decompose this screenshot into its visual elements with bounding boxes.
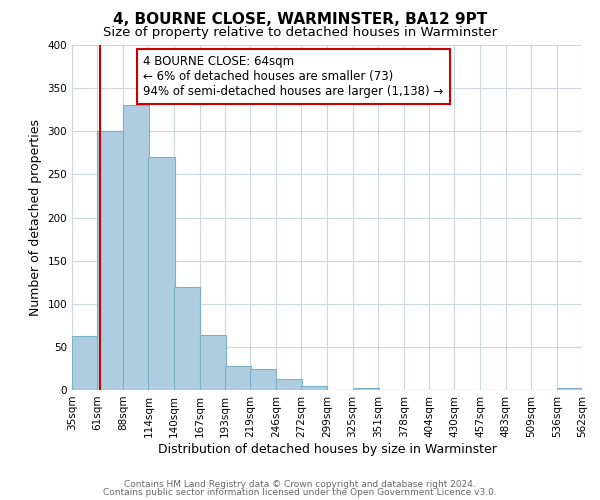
Text: Size of property relative to detached houses in Warminster: Size of property relative to detached ho… — [103, 26, 497, 39]
Bar — [225, 366, 251, 390]
Y-axis label: Number of detached properties: Number of detached properties — [29, 119, 42, 316]
Text: Contains public sector information licensed under the Open Government Licence v3: Contains public sector information licen… — [103, 488, 497, 497]
Text: 4, BOURNE CLOSE, WARMINSTER, BA12 9PT: 4, BOURNE CLOSE, WARMINSTER, BA12 9PT — [113, 12, 487, 28]
Bar — [72, 336, 98, 390]
Bar — [148, 157, 175, 390]
Bar — [97, 131, 123, 390]
Bar — [301, 386, 328, 390]
Bar — [200, 335, 226, 390]
Bar — [557, 388, 583, 390]
Bar — [353, 388, 379, 390]
Text: Contains HM Land Registry data © Crown copyright and database right 2024.: Contains HM Land Registry data © Crown c… — [124, 480, 476, 489]
Bar — [250, 370, 276, 390]
Text: 4 BOURNE CLOSE: 64sqm
← 6% of detached houses are smaller (73)
94% of semi-detac: 4 BOURNE CLOSE: 64sqm ← 6% of detached h… — [143, 56, 443, 98]
X-axis label: Distribution of detached houses by size in Warminster: Distribution of detached houses by size … — [158, 442, 496, 456]
Bar — [173, 288, 200, 390]
Bar — [276, 379, 302, 390]
Bar — [123, 106, 149, 390]
